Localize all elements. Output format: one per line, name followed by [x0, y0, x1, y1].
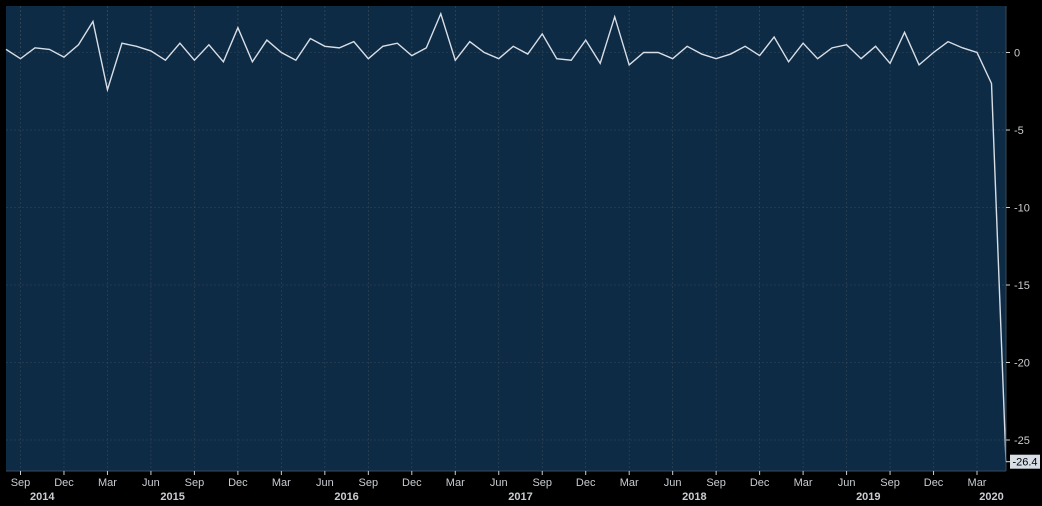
series-area — [6, 14, 1006, 471]
last-value-label: -26.4 — [1012, 457, 1037, 469]
x-tick-label: Jun — [664, 477, 682, 489]
x-tick-label: Sep — [359, 477, 379, 489]
x-tick-label: Jun — [490, 477, 508, 489]
x-tick-label: Mar — [272, 477, 291, 489]
x-tick-label: Sep — [532, 477, 552, 489]
y-tick-label: -25 — [1014, 435, 1030, 447]
y-tick-label: -20 — [1014, 358, 1030, 370]
x-tick-label: Dec — [750, 477, 770, 489]
y-tick-label: -15 — [1014, 280, 1030, 292]
x-tick-label: Jun — [838, 477, 856, 489]
x-year-label: 2020 — [979, 491, 1003, 503]
x-tick-label: Dec — [924, 477, 944, 489]
x-tick-label: Sep — [185, 477, 205, 489]
x-year-label: 2017 — [508, 491, 532, 503]
x-tick-label: Sep — [880, 477, 900, 489]
x-tick-label: Mar — [968, 477, 987, 489]
x-tick-label: Jun — [142, 477, 160, 489]
x-tick-label: Mar — [794, 477, 813, 489]
y-tick-label: -5 — [1014, 125, 1024, 137]
chart-container: 0 -5 -10 -15 -20 -25 -26.4 Sep Dec Mar Jun Sep Dec Ma… — [0, 0, 1042, 506]
x-year-label: 2015 — [160, 491, 184, 503]
x-tick-label: Mar — [446, 477, 465, 489]
x-tick-label: Dec — [228, 477, 248, 489]
x-year-label: 2014 — [30, 491, 55, 503]
chart-svg: 0 -5 -10 -15 -20 -25 -26.4 Sep Dec Mar Jun Sep Dec Ma… — [0, 0, 1042, 506]
x-tick-label: Dec — [576, 477, 596, 489]
x-tick-label: Sep — [11, 477, 31, 489]
y-tick-label: 0 — [1014, 48, 1020, 60]
y-tick-label: -10 — [1014, 203, 1030, 215]
x-tick-label: Sep — [706, 477, 726, 489]
x-year-label: 2018 — [682, 491, 706, 503]
x-tick-label: Dec — [402, 477, 422, 489]
x-year-label: 2016 — [334, 491, 358, 503]
x-tick-label: Mar — [98, 477, 117, 489]
x-tick-label: Dec — [54, 477, 74, 489]
x-tick-label: Jun — [316, 477, 334, 489]
x-year-label: 2019 — [856, 491, 880, 503]
x-tick-label: Mar — [620, 477, 639, 489]
